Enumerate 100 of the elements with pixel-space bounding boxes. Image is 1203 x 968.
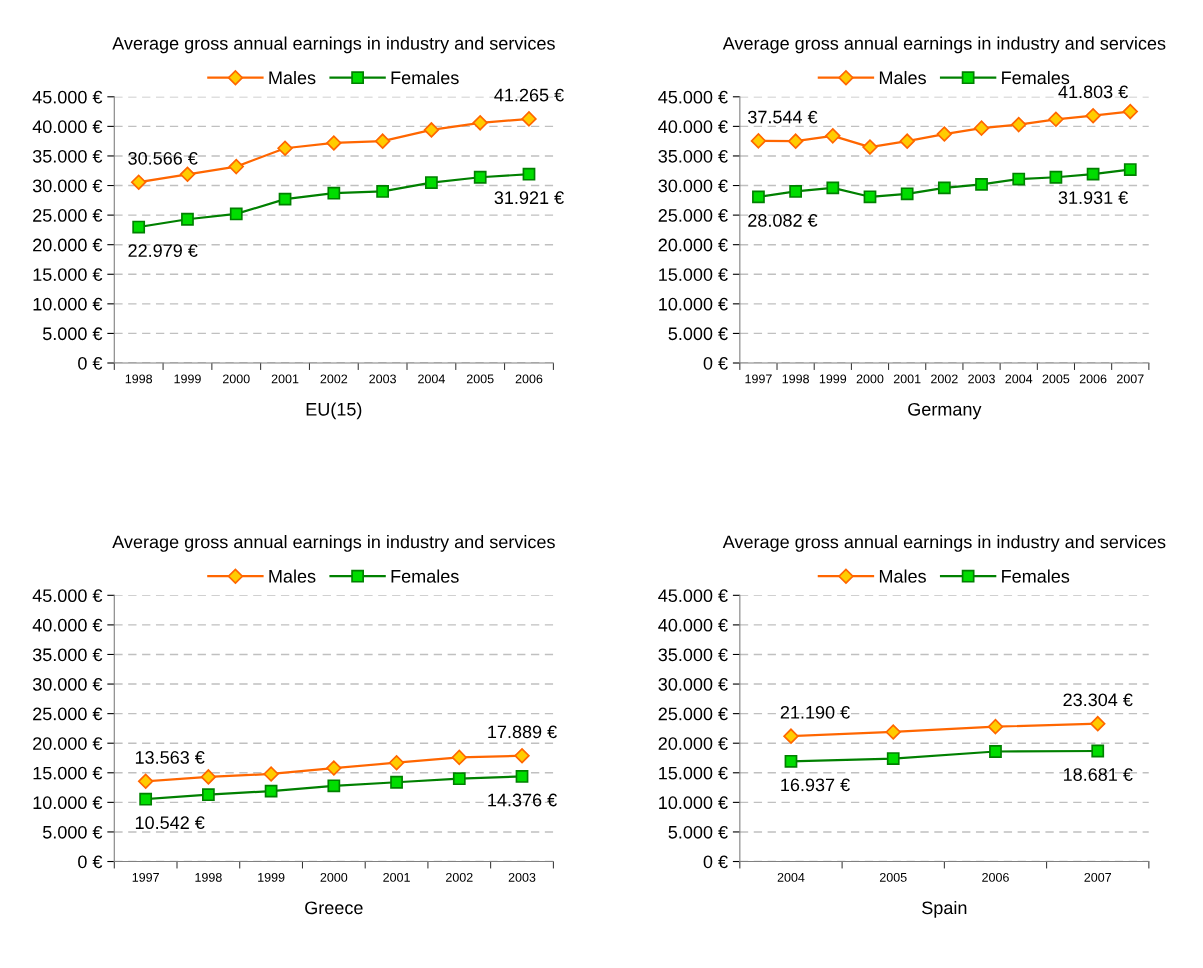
y-tick-label: 20.000 € bbox=[33, 737, 103, 750]
y-tick-label: 35.000 € bbox=[658, 648, 728, 662]
data-label: 31.931 € bbox=[1058, 191, 1128, 205]
point bbox=[1048, 111, 1064, 127]
y-tick-label: 0 € bbox=[703, 356, 728, 370]
y-tick-label: 35.000 € bbox=[32, 149, 103, 163]
y-tick-label: 30.000 € bbox=[32, 179, 103, 193]
point bbox=[885, 724, 901, 740]
point bbox=[750, 133, 767, 149]
point bbox=[472, 115, 488, 131]
point bbox=[201, 788, 215, 802]
y-tick-label: 10.000 € bbox=[659, 297, 728, 311]
legend-label: Males bbox=[879, 70, 926, 85]
y-tick-label: 40.000 € bbox=[658, 618, 728, 632]
point bbox=[900, 187, 914, 201]
point bbox=[139, 792, 153, 806]
point bbox=[473, 170, 487, 184]
data-label: 37.544 € bbox=[748, 110, 818, 124]
x-tick-label: 1999 bbox=[819, 374, 847, 384]
point bbox=[452, 772, 466, 786]
x-tick-label: 2005 bbox=[1042, 374, 1070, 384]
point bbox=[388, 755, 405, 771]
y-tick-label: 0 € bbox=[703, 855, 728, 869]
y-tick-label: 20.000 € bbox=[658, 238, 728, 252]
chart-title: Average gross annual earnings in industry and services bbox=[722, 535, 1166, 552]
point bbox=[522, 167, 536, 181]
x-tick-label: 1999 bbox=[258, 872, 285, 882]
x-tick-label: 2004 bbox=[1005, 374, 1033, 384]
point bbox=[1011, 116, 1027, 133]
x-tick-label: 2002 bbox=[446, 872, 473, 882]
y-tick-label: 30.000 € bbox=[32, 677, 103, 691]
point bbox=[862, 139, 878, 155]
point bbox=[326, 760, 342, 776]
y-tick-label: 35.000 € bbox=[658, 149, 728, 163]
y-tick-label: 45.000 € bbox=[658, 589, 728, 603]
point bbox=[826, 181, 840, 195]
point bbox=[1090, 715, 1106, 732]
data-label: 21.190 € bbox=[780, 705, 850, 719]
point bbox=[752, 190, 765, 204]
y-tick-label: 40.000 € bbox=[658, 120, 728, 134]
point bbox=[899, 133, 915, 149]
point bbox=[327, 779, 341, 793]
x-tick-label: 2000 bbox=[320, 872, 348, 882]
data-label: 41.265 € bbox=[494, 88, 564, 102]
y-tick-label: 45.000 € bbox=[32, 589, 103, 603]
x-tick-label: 2002 bbox=[320, 374, 348, 384]
point bbox=[863, 190, 877, 204]
point bbox=[451, 749, 467, 766]
point bbox=[789, 185, 803, 198]
data-label: 17.889 € bbox=[488, 725, 557, 739]
x-tick-label: 2005 bbox=[466, 374, 494, 384]
point bbox=[326, 135, 342, 151]
y-tick-label: 0 € bbox=[78, 855, 103, 869]
point bbox=[975, 177, 988, 191]
point bbox=[277, 140, 293, 156]
point bbox=[521, 111, 537, 127]
y-tick-label: 15.000 € bbox=[659, 766, 728, 780]
point bbox=[886, 752, 900, 765]
point bbox=[783, 728, 799, 744]
point bbox=[1122, 103, 1138, 120]
chart-title: Average gross annual earnings in industry and services bbox=[112, 36, 555, 54]
y-tick-label: 45.000 € bbox=[658, 90, 728, 104]
chart-title: Average gross annual earnings in industry and services bbox=[722, 36, 1166, 54]
x-axis-title: Germany bbox=[908, 402, 982, 420]
legend-label: Males bbox=[269, 569, 316, 583]
data-label: 31.921 € bbox=[494, 191, 564, 205]
data-label: 41.803 € bbox=[1058, 85, 1128, 99]
point bbox=[973, 120, 990, 136]
y-tick-label: 15.000 € bbox=[33, 766, 103, 780]
legend-label: Females bbox=[391, 569, 459, 583]
y-tick-label: 15.000 € bbox=[659, 268, 728, 281]
point bbox=[263, 766, 279, 782]
point bbox=[200, 769, 217, 785]
x-tick-label: 2005 bbox=[879, 872, 907, 882]
y-tick-label: 5.000 € bbox=[668, 327, 728, 341]
y-tick-label: 0 € bbox=[78, 356, 103, 370]
point bbox=[515, 770, 529, 783]
x-tick-label: 2006 bbox=[982, 872, 1009, 882]
data-label: 10.542 € bbox=[135, 816, 205, 830]
x-tick-label: 1999 bbox=[174, 374, 201, 384]
point bbox=[1085, 108, 1101, 124]
x-tick-label: 1998 bbox=[125, 374, 153, 384]
x-tick-label: 2003 bbox=[369, 374, 396, 384]
point bbox=[989, 745, 1002, 758]
y-tick-label: 10.000 € bbox=[659, 796, 728, 810]
x-axis-title: EU(15) bbox=[306, 402, 362, 420]
legend-label: Females bbox=[391, 70, 459, 85]
y-tick-label: 5.000 € bbox=[42, 825, 103, 839]
x-tick-label: 2001 bbox=[893, 374, 921, 384]
point bbox=[376, 185, 390, 198]
point bbox=[229, 207, 243, 221]
data-label: 28.082 € bbox=[748, 214, 818, 227]
point bbox=[936, 126, 953, 142]
point bbox=[987, 718, 1004, 735]
point bbox=[374, 133, 391, 149]
x-tick-label: 2002 bbox=[931, 374, 958, 384]
x-tick-label: 1998 bbox=[195, 872, 222, 882]
point bbox=[514, 747, 530, 764]
point bbox=[1091, 744, 1105, 758]
y-tick-label: 20.000 € bbox=[33, 238, 103, 252]
